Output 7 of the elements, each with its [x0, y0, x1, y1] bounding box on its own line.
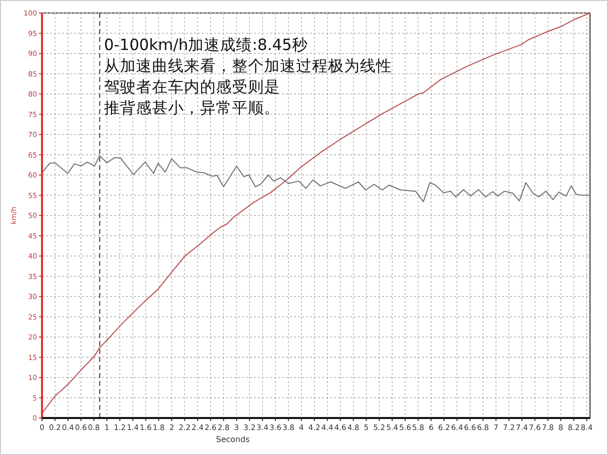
annotation: 推背感甚小，异常平顺。 — [104, 99, 280, 117]
annotation: 驾驶者在车内的感受则是 — [104, 78, 280, 96]
annotation: 从加速曲线来看，整个加速过程极为线性 — [104, 57, 392, 75]
line-series — [42, 155, 590, 202]
annotation: 0-100km/h加速成绩:8.45秒 — [104, 36, 308, 54]
line-series — [42, 12, 590, 414]
x-axis-title: Seconds — [216, 435, 250, 444]
